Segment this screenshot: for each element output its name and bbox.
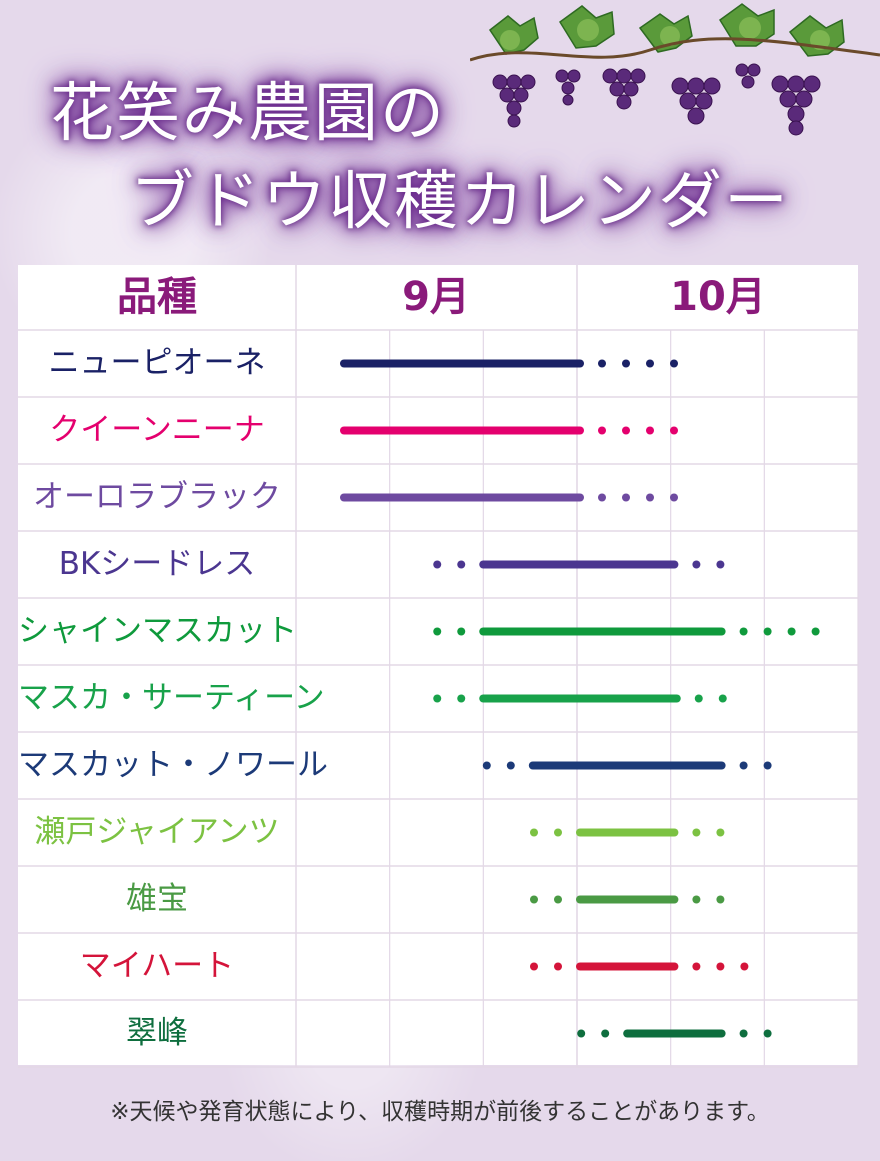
harvest-dot-late: [670, 359, 678, 368]
grape-leaf-highlight: [739, 17, 761, 39]
harvest-period: [530, 828, 725, 837]
variety-name: 翠峰: [126, 1015, 188, 1051]
harvest-dot-early: [457, 627, 466, 636]
harvest-dot-early: [457, 694, 466, 703]
grape-cluster: [555, 69, 581, 106]
header-month-october: 10月: [670, 274, 766, 320]
grape-leaf-highlight: [500, 30, 520, 50]
harvest-dot-late: [716, 962, 725, 971]
harvest-dot-late: [598, 426, 606, 435]
harvest-dot-early: [554, 962, 562, 971]
harvest-dot-late: [646, 493, 654, 502]
harvest-dot-early: [506, 761, 515, 770]
harvest-dot-early: [433, 560, 442, 569]
harvest-period: [530, 962, 749, 971]
harvest-dot-late: [763, 627, 772, 636]
grape-cluster: [671, 77, 721, 125]
harvest-period: [340, 493, 678, 502]
grape-cluster: [492, 74, 536, 128]
harvest-dot-late: [811, 627, 820, 636]
grape-leaf-highlight: [660, 26, 680, 46]
variety-name: 瀬戸ジャイアンツ: [34, 814, 280, 850]
harvest-dot-late: [763, 1029, 772, 1038]
harvest-dot-late: [694, 694, 703, 703]
harvest-dot-late: [739, 761, 748, 770]
variety-name: マスカット・ノワール: [18, 747, 328, 783]
harvest-dot-late: [622, 493, 630, 502]
harvest-dot-late: [670, 493, 678, 502]
harvest-dot-early: [554, 895, 562, 904]
harvest-period: [433, 560, 725, 569]
variety-name: 雄宝: [126, 881, 188, 917]
harvest-period: [340, 426, 678, 435]
harvest-dot-early: [554, 828, 562, 837]
harvest-dot-late: [740, 962, 749, 971]
harvest-dot-late: [670, 426, 678, 435]
harvest-dot-late: [692, 828, 701, 837]
grape-cluster: [771, 75, 821, 136]
grape-leaf-highlight: [577, 19, 599, 41]
harvest-dot-early: [457, 560, 466, 569]
harvest-dot-early: [530, 895, 538, 904]
harvest-dot-late: [692, 560, 701, 569]
grape-vine-illustration: [470, 3, 880, 136]
harvest-dot-late: [787, 627, 796, 636]
grape-cluster: [602, 68, 646, 110]
harvest-dot-early: [601, 1029, 610, 1038]
harvest-dot-early: [577, 1029, 586, 1038]
harvest-period: [340, 359, 678, 368]
harvest-dot-late: [692, 962, 701, 971]
harvest-period: [577, 1029, 772, 1038]
harvest-dot-late: [739, 1029, 748, 1038]
harvest-dot-late: [692, 895, 701, 904]
harvest-dot-late: [622, 426, 630, 435]
harvest-dot-late: [646, 359, 654, 368]
variety-name: オーロラブラック: [33, 479, 281, 515]
grape-vine: [470, 37, 880, 62]
variety-name: マスカ・サーティーン: [18, 680, 325, 716]
header-variety: 品種: [117, 274, 197, 320]
harvest-dot-early: [530, 962, 538, 971]
harvest-dot-late: [598, 359, 606, 368]
harvest-period: [433, 694, 727, 703]
harvest-period: [530, 895, 725, 904]
harvest-dot-late: [763, 761, 772, 770]
harvest-period: [433, 627, 820, 636]
harvest-dot-early: [433, 627, 442, 636]
harvest-dot-late: [716, 895, 725, 904]
harvest-dot-early: [433, 694, 442, 703]
variety-name: BKシードレス: [58, 546, 256, 582]
page-title-line2: ブドウ収穫カレンダー: [130, 165, 790, 239]
grape-cluster: [735, 63, 761, 89]
harvest-dot-late: [739, 627, 748, 636]
harvest-dot-late: [622, 359, 630, 368]
harvest-dot-late: [716, 828, 725, 837]
harvest-dot-late: [646, 426, 654, 435]
variety-name: クイーンニーナ: [49, 412, 265, 448]
harvest-dot-early: [530, 828, 538, 837]
harvest-period: [482, 761, 772, 770]
grape-clusters: [492, 63, 821, 136]
harvest-dot-early: [482, 761, 491, 770]
harvest-dot-late: [718, 694, 727, 703]
harvest-dot-late: [716, 560, 725, 569]
footnote: ※天候や発育状態により、収穫時期が前後することがあります。: [110, 1099, 770, 1125]
page-title-line1: 花笑み農園の: [50, 77, 446, 151]
variety-name: シャインマスカット: [18, 613, 297, 649]
variety-name: マイハート: [79, 948, 235, 984]
header-month-september: 9月: [402, 274, 470, 320]
harvest-dot-late: [598, 493, 606, 502]
variety-name: ニューピオーネ: [48, 345, 266, 381]
